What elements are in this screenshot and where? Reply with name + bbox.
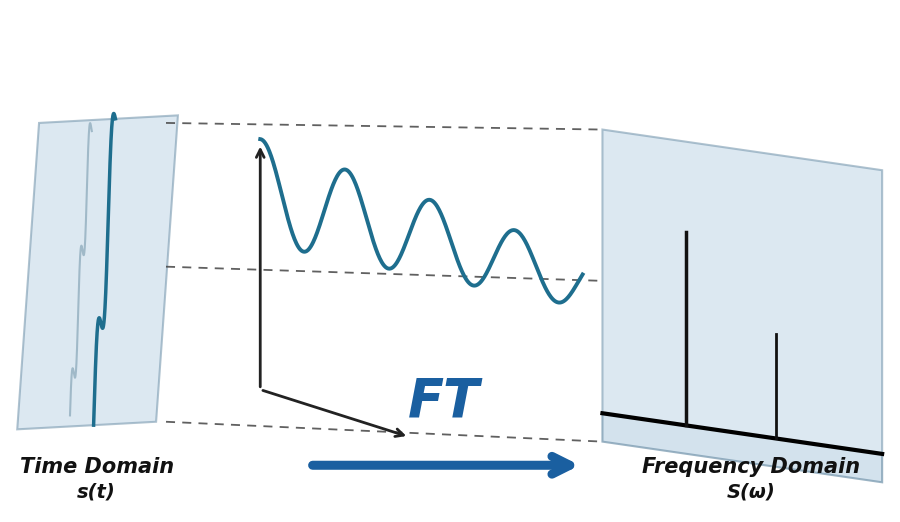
Text: Frequency Domain: Frequency Domain — [643, 457, 860, 477]
Text: S(ω): S(ω) — [727, 482, 776, 501]
Polygon shape — [602, 413, 882, 482]
Polygon shape — [602, 129, 882, 454]
Text: Time Domain: Time Domain — [20, 457, 174, 477]
Text: s(t): s(t) — [77, 482, 116, 501]
Text: FT: FT — [408, 375, 480, 428]
Polygon shape — [17, 115, 178, 429]
